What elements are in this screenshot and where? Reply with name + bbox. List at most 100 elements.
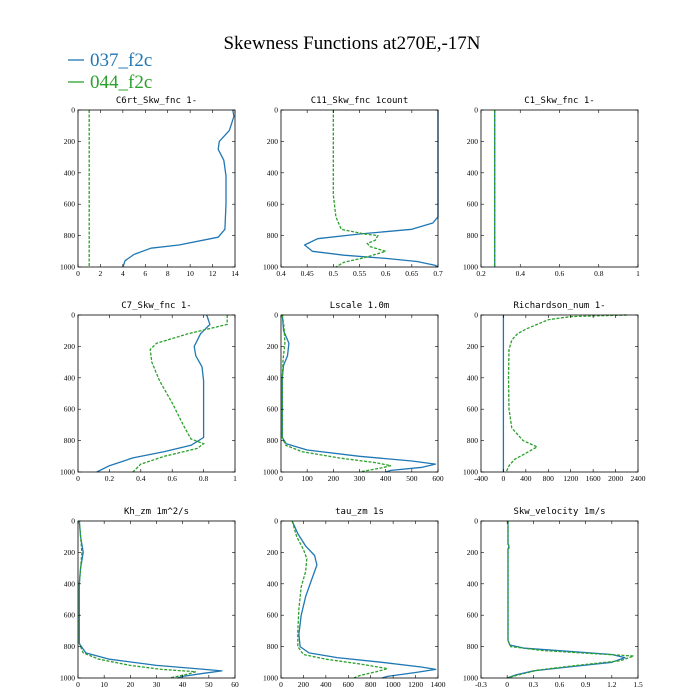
y-tick-label: 1000 <box>263 674 278 683</box>
plot-frame <box>280 520 439 679</box>
x-tick-label: 10 <box>100 680 108 689</box>
panel-3: C1_Skw_fnc 1- 0.2 0.4 0.6 0.8 1 0 200 400 600 800 1… <box>463 96 640 278</box>
series-line-037_f2c <box>506 521 626 679</box>
x-tick-label: 1.2 <box>607 680 617 689</box>
y-tick-label: 600 <box>267 611 279 620</box>
x-tick-label: 200 <box>328 474 340 483</box>
x-tick-label: 0 <box>279 680 283 689</box>
y-tick-label: 200 <box>64 137 76 146</box>
series-line-044_f2c <box>332 110 388 268</box>
x-tick-label: 60 <box>231 680 239 689</box>
x-tick-label: 0.6 <box>555 680 565 689</box>
y-tick-label: 400 <box>64 579 76 588</box>
x-tick-label: 8 <box>166 269 170 278</box>
plot-frame <box>77 520 236 679</box>
y-tick-label: 200 <box>467 548 479 557</box>
x-tick-label: 6 <box>143 269 147 278</box>
x-tick-label: 400 <box>320 680 332 689</box>
series-line-037_f2c <box>291 520 437 679</box>
x-tick-label: 40 <box>179 680 187 689</box>
panel-7: Kh_zm 1m^2/s0 10 20 30 40 50 60020040060080010… <box>60 507 239 689</box>
x-tick-label: 0.8 <box>594 269 604 278</box>
x-tick-label: 0.6 <box>381 269 391 278</box>
legend-label-044: 044_f2c <box>90 72 152 93</box>
y-tick-label: 800 <box>467 642 479 651</box>
plot-frame <box>480 314 639 473</box>
y-tick-label: 200 <box>267 548 279 557</box>
x-tick-label: 0.2 <box>476 269 486 278</box>
x-tick-label: 0.3 <box>529 680 539 689</box>
x-tick-label: 1200 <box>408 680 423 689</box>
y-tick-label: 0 <box>71 106 75 115</box>
x-tick-label: 50 <box>205 680 213 689</box>
x-tick-label: 0 <box>76 474 80 483</box>
y-tick-label: 600 <box>467 200 479 209</box>
panel-title: Kh_zm 1m^2/s <box>124 507 189 517</box>
x-tick-label: 300 <box>354 474 366 483</box>
y-tick-label: 400 <box>467 168 479 177</box>
plot-frame <box>480 109 639 268</box>
panel-6: Richardson_num 1--400 0 400 800 1200 1600 2000… <box>463 301 646 483</box>
x-tick-label: 0.6 <box>168 474 178 483</box>
y-tick-label: 400 <box>64 168 76 177</box>
plot-frame <box>77 314 236 473</box>
y-tick-label: 600 <box>467 405 479 414</box>
x-tick-label: 0.5 <box>329 269 339 278</box>
x-tick-label: 4 <box>121 269 125 278</box>
panel-2: C11_Skw_fnc 1count 0.4 0.45 0.5 0.55 0.6 0.65 0… <box>263 96 443 278</box>
y-tick-label: 0 <box>274 311 278 320</box>
y-tick-label: 800 <box>64 231 76 240</box>
x-tick-label: 0.45 <box>301 269 314 278</box>
y-tick-label: 600 <box>267 200 279 209</box>
y-tick-label: 800 <box>64 642 76 651</box>
x-tick-label: 0.9 <box>581 680 591 689</box>
x-tick-label: 1.5 <box>633 680 643 689</box>
plot-frame <box>280 314 439 473</box>
x-tick-label: 400 <box>380 474 392 483</box>
x-tick-label: 0 <box>502 474 506 483</box>
y-tick-label: 600 <box>64 611 76 620</box>
panel-1: C6rt_Skw_fnc 1- 0 2 4 6 8 10 12 14 0 200 400 600 800 1… <box>60 96 239 278</box>
y-tick-label: 400 <box>467 579 479 588</box>
panel-title: C7_Skw_fnc 1- <box>121 301 191 311</box>
y-tick-label: 800 <box>267 231 279 240</box>
x-tick-label: 2400 <box>631 474 646 483</box>
y-tick-label: 200 <box>64 548 76 557</box>
x-tick-label: 2000 <box>608 474 623 483</box>
y-tick-label: 0 <box>71 311 75 320</box>
x-tick-label: 0 <box>76 680 80 689</box>
x-tick-label: -0.3 <box>475 680 487 689</box>
plot-frame <box>77 109 236 268</box>
x-tick-label: 30 <box>153 680 161 689</box>
y-tick-label: 800 <box>267 642 279 651</box>
y-tick-label: 200 <box>267 342 279 351</box>
panel-title: C11_Skw_fnc 1count <box>311 96 409 106</box>
y-tick-label: 800 <box>64 436 76 445</box>
y-tick-label: 1000 <box>60 674 75 683</box>
y-tick-label: 1000 <box>463 263 478 272</box>
series-line-044_f2c <box>505 314 627 473</box>
y-tick-label: 800 <box>467 436 479 445</box>
y-tick-label: 200 <box>467 342 479 351</box>
x-tick-label: 0 <box>279 474 283 483</box>
series-line-044_f2c <box>507 521 634 679</box>
y-tick-label: 400 <box>467 373 479 382</box>
x-tick-label: 0.4 <box>516 269 526 278</box>
panel-title: Skw_velocity 1m/s <box>513 507 605 517</box>
x-tick-label: 2 <box>99 269 103 278</box>
panel-title: Richardson_num 1- <box>513 301 605 311</box>
legend-label-037: 037_f2c <box>90 50 152 71</box>
y-tick-label: 600 <box>267 405 279 414</box>
panel-title: Lscale 1.0m <box>330 301 390 311</box>
y-tick-label: 200 <box>467 137 479 146</box>
panel-title: C1_Skw_fnc 1- <box>524 96 594 106</box>
series-line-044_f2c <box>281 314 392 473</box>
x-tick-label: 0.2 <box>105 474 115 483</box>
x-tick-label: 0.7 <box>433 269 443 278</box>
series-line-044_f2c <box>78 520 196 679</box>
y-tick-label: 0 <box>474 106 478 115</box>
figure-title: Skewness Functions at270E,-17N <box>223 33 480 54</box>
y-tick-label: 1000 <box>263 468 278 477</box>
x-tick-label: 10 <box>186 269 194 278</box>
y-tick-label: 0 <box>474 517 478 526</box>
